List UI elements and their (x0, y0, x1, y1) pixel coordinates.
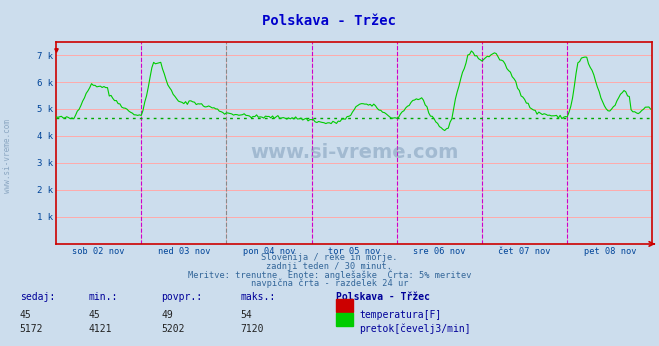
Text: www.si-vreme.com: www.si-vreme.com (3, 119, 13, 193)
Text: www.si-vreme.com: www.si-vreme.com (250, 143, 459, 162)
Text: 45: 45 (89, 310, 101, 320)
Text: 49: 49 (161, 310, 173, 320)
Text: pretok[čevelj3/min]: pretok[čevelj3/min] (359, 324, 471, 334)
Text: sedaj:: sedaj: (20, 292, 55, 302)
Text: maks.:: maks.: (241, 292, 275, 302)
Text: min.:: min.: (89, 292, 119, 302)
Text: povpr.:: povpr.: (161, 292, 202, 302)
Text: 5172: 5172 (20, 324, 43, 334)
Text: Meritve: trenutne  Enote: anglešaške  Črta: 5% meritev: Meritve: trenutne Enote: anglešaške Črta… (188, 270, 471, 280)
Text: Polskava - Tržec: Polskava - Tržec (262, 14, 397, 28)
Text: 5202: 5202 (161, 324, 185, 334)
Text: temperatura[F]: temperatura[F] (359, 310, 442, 320)
Text: 45: 45 (20, 310, 32, 320)
Text: 4121: 4121 (89, 324, 113, 334)
Text: Slovenija / reke in morje.: Slovenija / reke in morje. (261, 253, 398, 262)
Text: zadnji teden / 30 minut.: zadnji teden / 30 minut. (266, 262, 393, 271)
Text: 54: 54 (241, 310, 252, 320)
Text: navpična črta - razdelek 24 ur: navpična črta - razdelek 24 ur (251, 278, 408, 288)
Text: Polskava - Třžec: Polskava - Třžec (336, 292, 430, 302)
Text: 7120: 7120 (241, 324, 264, 334)
